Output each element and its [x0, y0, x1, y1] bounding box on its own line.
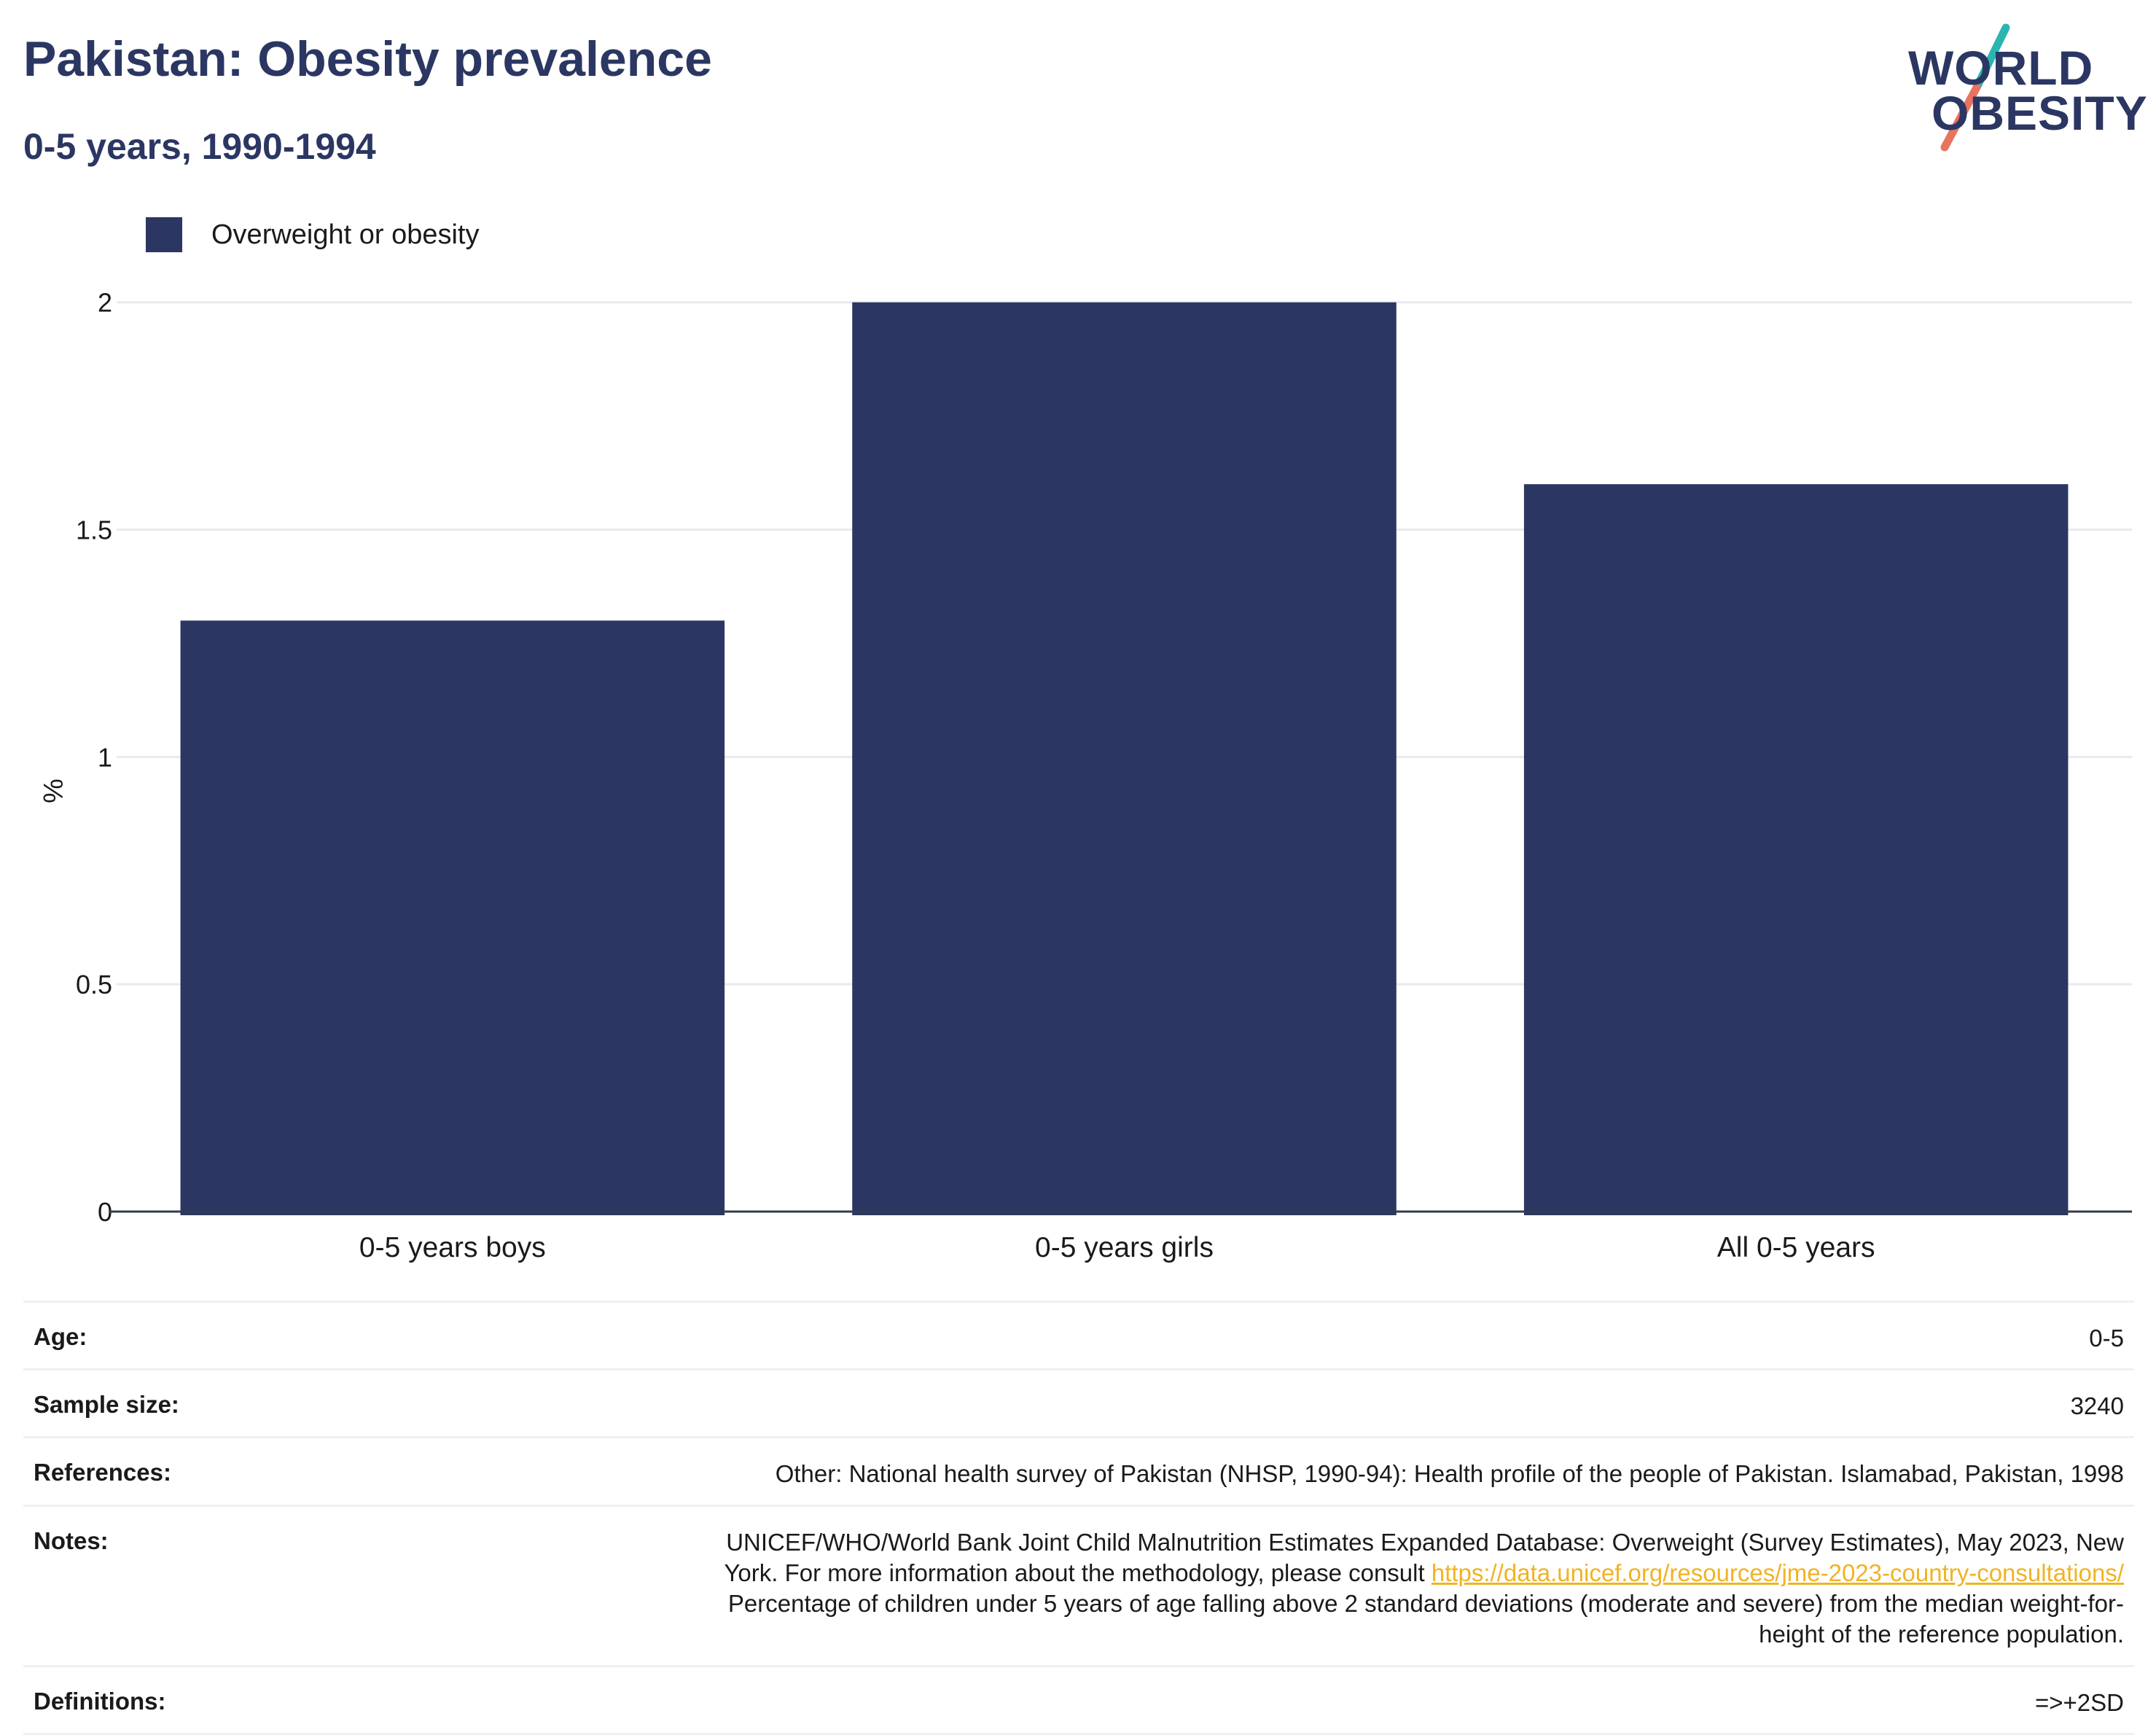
y-axis-label: %: [37, 779, 68, 803]
world-obesity-logo: WORLD OBESITY: [1895, 22, 2147, 153]
notes-line-2-text: York. For more information about the met…: [724, 1559, 1425, 1586]
page-title: Pakistan: Obesity prevalence: [23, 31, 712, 87]
y-tick-label: 0.5: [76, 970, 112, 999]
y-tick-label: 2: [98, 288, 112, 318]
notes-label: Notes:: [34, 1527, 109, 1554]
definitions-value: =>+2SD: [2034, 1688, 2124, 1716]
legend: Overweight or obesity: [146, 217, 480, 252]
logo-world-text: WORLD: [1908, 41, 2094, 95]
x-tick-label: All 0-5 years: [1717, 1232, 1875, 1263]
sample-size-label: Sample size:: [34, 1391, 179, 1419]
legend-swatch: [146, 217, 182, 252]
age-label: Age:: [34, 1323, 87, 1350]
definitions-label: Definitions:: [34, 1687, 166, 1715]
y-tick-label: 0: [98, 1197, 112, 1227]
notes-line-1: UNICEF/WHO/World Bank Joint Child Malnut…: [726, 1528, 2124, 1556]
logo-obesity-text: OBESITY: [1932, 86, 2148, 140]
references-label: References:: [34, 1459, 171, 1486]
info-row-notes: Notes: UNICEF/WHO/World Bank Joint Child…: [23, 1504, 2134, 1665]
x-tick-label: 0-5 years girls: [1035, 1232, 1214, 1263]
legend-label: Overweight or obesity: [211, 219, 480, 250]
bar: [180, 620, 725, 1215]
info-row-references: References: Other: National health surve…: [23, 1436, 2134, 1504]
bar: [1523, 484, 2069, 1215]
sample-size-value: 3240: [2070, 1392, 2124, 1420]
info-row-definitions: Definitions: =>+2SD: [23, 1664, 2134, 1735]
notes-line-3: Percentage of children under 5 years of …: [727, 1590, 2124, 1618]
x-tick-label: 0-5 years boys: [359, 1232, 546, 1263]
info-table: Age: 0-5 Sample size: 3240 References: O…: [23, 1301, 2134, 1735]
info-row-age: Age: 0-5: [23, 1301, 2134, 1368]
info-row-sample-size: Sample size: 3240: [23, 1368, 2134, 1436]
bar-chart: 0 0.5 1 1.5 2 0-5 years boys 0-5 years girls Al…: [37, 288, 2132, 1263]
logo-slash-icon: [1940, 23, 2010, 152]
references-value: Other: National health survey of Pakista…: [775, 1460, 2124, 1488]
notes-line-2: York. For more information about the met…: [724, 1558, 2124, 1588]
age-value: 0-5: [2089, 1325, 2124, 1352]
notes-line-4: height of the reference population.: [1759, 1621, 2124, 1648]
methodology-link[interactable]: https://data.unicef.org/resources/jme-20…: [1431, 1559, 2124, 1586]
notes-value: UNICEF/WHO/World Bank Joint Child Malnut…: [724, 1527, 2124, 1650]
page-subtitle: 0-5 years, 1990-1994: [23, 126, 376, 167]
bar: [852, 302, 1397, 1215]
y-tick-label: 1.5: [76, 515, 112, 545]
y-tick-label: 1: [98, 742, 112, 772]
